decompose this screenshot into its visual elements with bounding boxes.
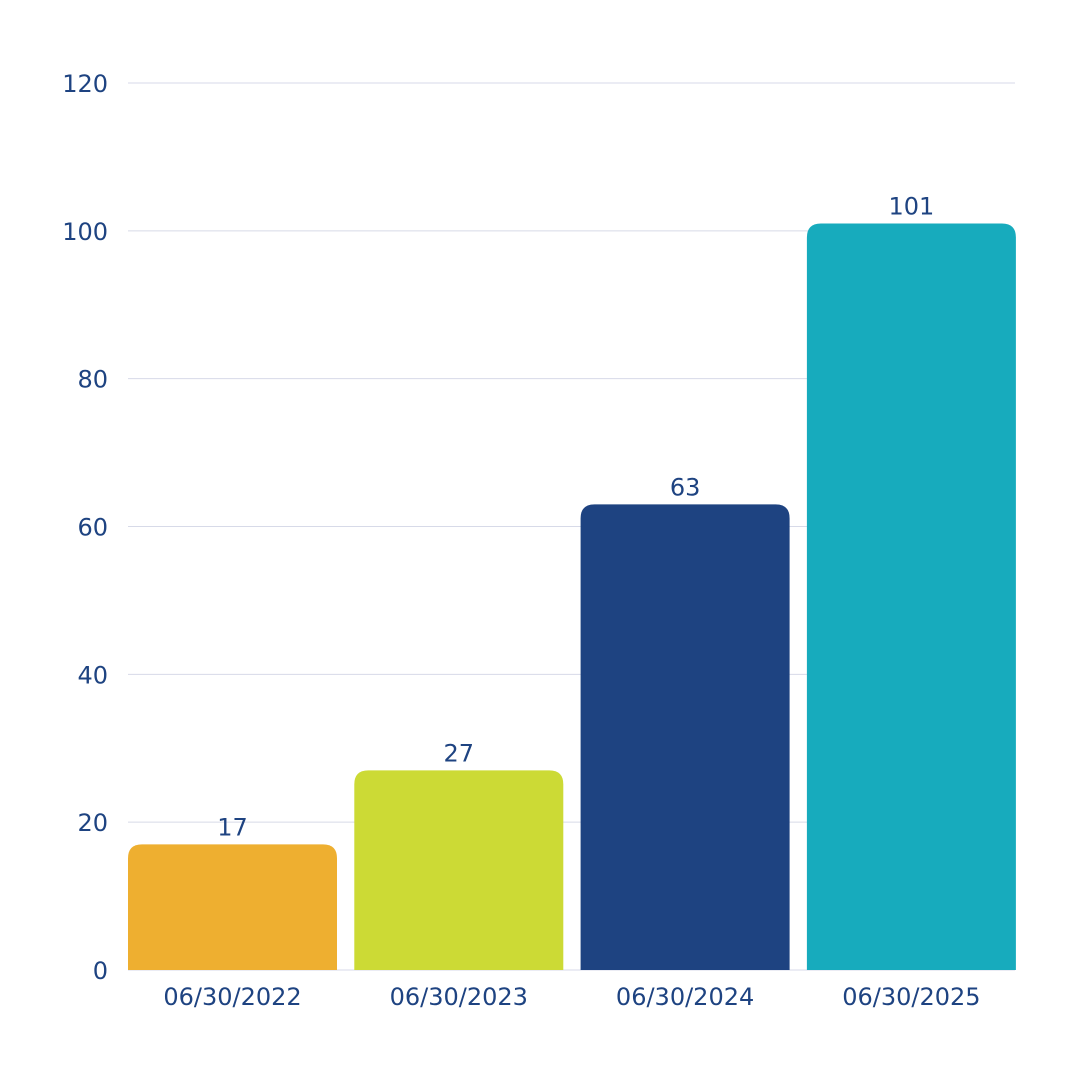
data-labels: 17 27 63 101 <box>217 192 934 841</box>
data-label: 101 <box>888 192 934 220</box>
data-label: 63 <box>670 473 701 501</box>
y-tick-label: 120 <box>62 70 108 98</box>
y-tick-label: 40 <box>77 661 108 689</box>
y-axis-ticks: 0 20 40 60 80 100 120 <box>62 70 108 985</box>
bar-06-30-2022 <box>128 844 337 970</box>
y-tick-label: 0 <box>93 957 108 985</box>
x-axis-ticks: 06/30/2022 06/30/2023 06/30/2024 06/30/2025 <box>163 983 980 1011</box>
bar-06-30-2024 <box>580 504 790 970</box>
y-tick-label: 80 <box>77 366 108 394</box>
x-tick-label: 06/30/2023 <box>390 983 528 1011</box>
y-tick-label: 60 <box>77 514 108 542</box>
bars <box>128 223 1016 971</box>
bar-06-30-2025 <box>806 223 1016 971</box>
x-tick-label: 06/30/2024 <box>616 983 754 1011</box>
data-label: 17 <box>217 813 248 841</box>
y-tick-label: 100 <box>62 218 108 246</box>
x-tick-label: 06/30/2022 <box>163 983 301 1011</box>
data-label: 27 <box>444 739 475 767</box>
y-tick-label: 20 <box>77 809 108 837</box>
bar-06-30-2023 <box>354 770 564 970</box>
x-tick-label: 06/30/2025 <box>842 983 980 1011</box>
